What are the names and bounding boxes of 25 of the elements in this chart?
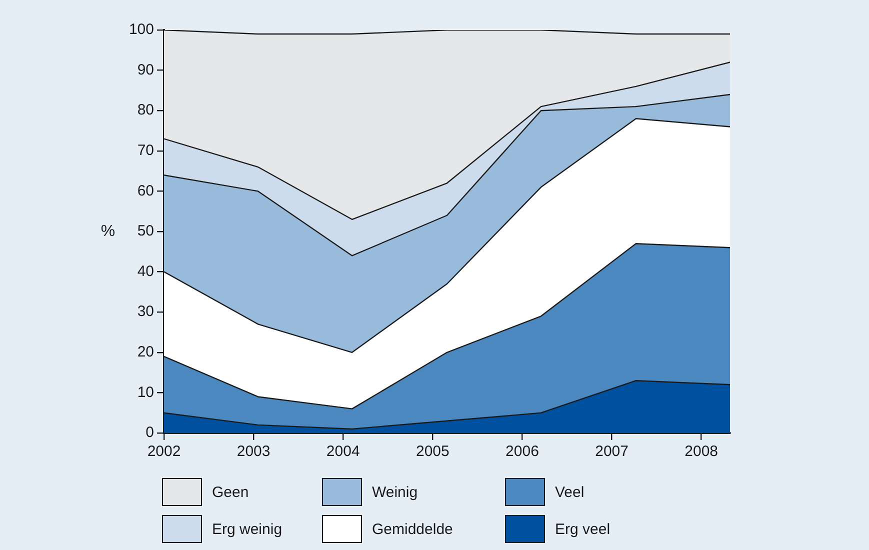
y-tick-label: 80 xyxy=(137,102,154,119)
legend-label: Weinig xyxy=(372,484,418,500)
legend-label: Veel xyxy=(555,484,584,500)
x-tick-label: 2007 xyxy=(595,443,628,460)
legend-label: Erg weinig xyxy=(212,520,282,538)
y-tick-label: 30 xyxy=(137,303,154,320)
y-tick-label: 50 xyxy=(137,222,154,240)
y-tick-label: 60 xyxy=(137,182,154,200)
x-tick-label: 2002 xyxy=(147,443,181,460)
y-tick-label: 90 xyxy=(137,61,154,78)
y-tick-label: 70 xyxy=(137,142,154,160)
y-tick-label: 0 xyxy=(146,424,154,442)
x-tick-label: 2008 xyxy=(684,443,718,460)
legend-label: Geen xyxy=(212,484,249,500)
y-tick-label: 40 xyxy=(137,262,154,280)
legend-label: Gemiddelde xyxy=(372,520,453,538)
y-tick-label: 10 xyxy=(137,384,154,401)
x-tick-label: 2003 xyxy=(236,443,270,460)
y-tick-label: 20 xyxy=(137,344,154,361)
x-tick-label: 2004 xyxy=(326,443,360,460)
y-axis-title: % xyxy=(100,222,116,240)
x-tick-label: 2006 xyxy=(506,443,539,460)
x-tick-label: 2005 xyxy=(416,443,450,460)
legend-label: Erg veel xyxy=(555,520,610,538)
y-tick-label: 100 xyxy=(128,21,154,38)
